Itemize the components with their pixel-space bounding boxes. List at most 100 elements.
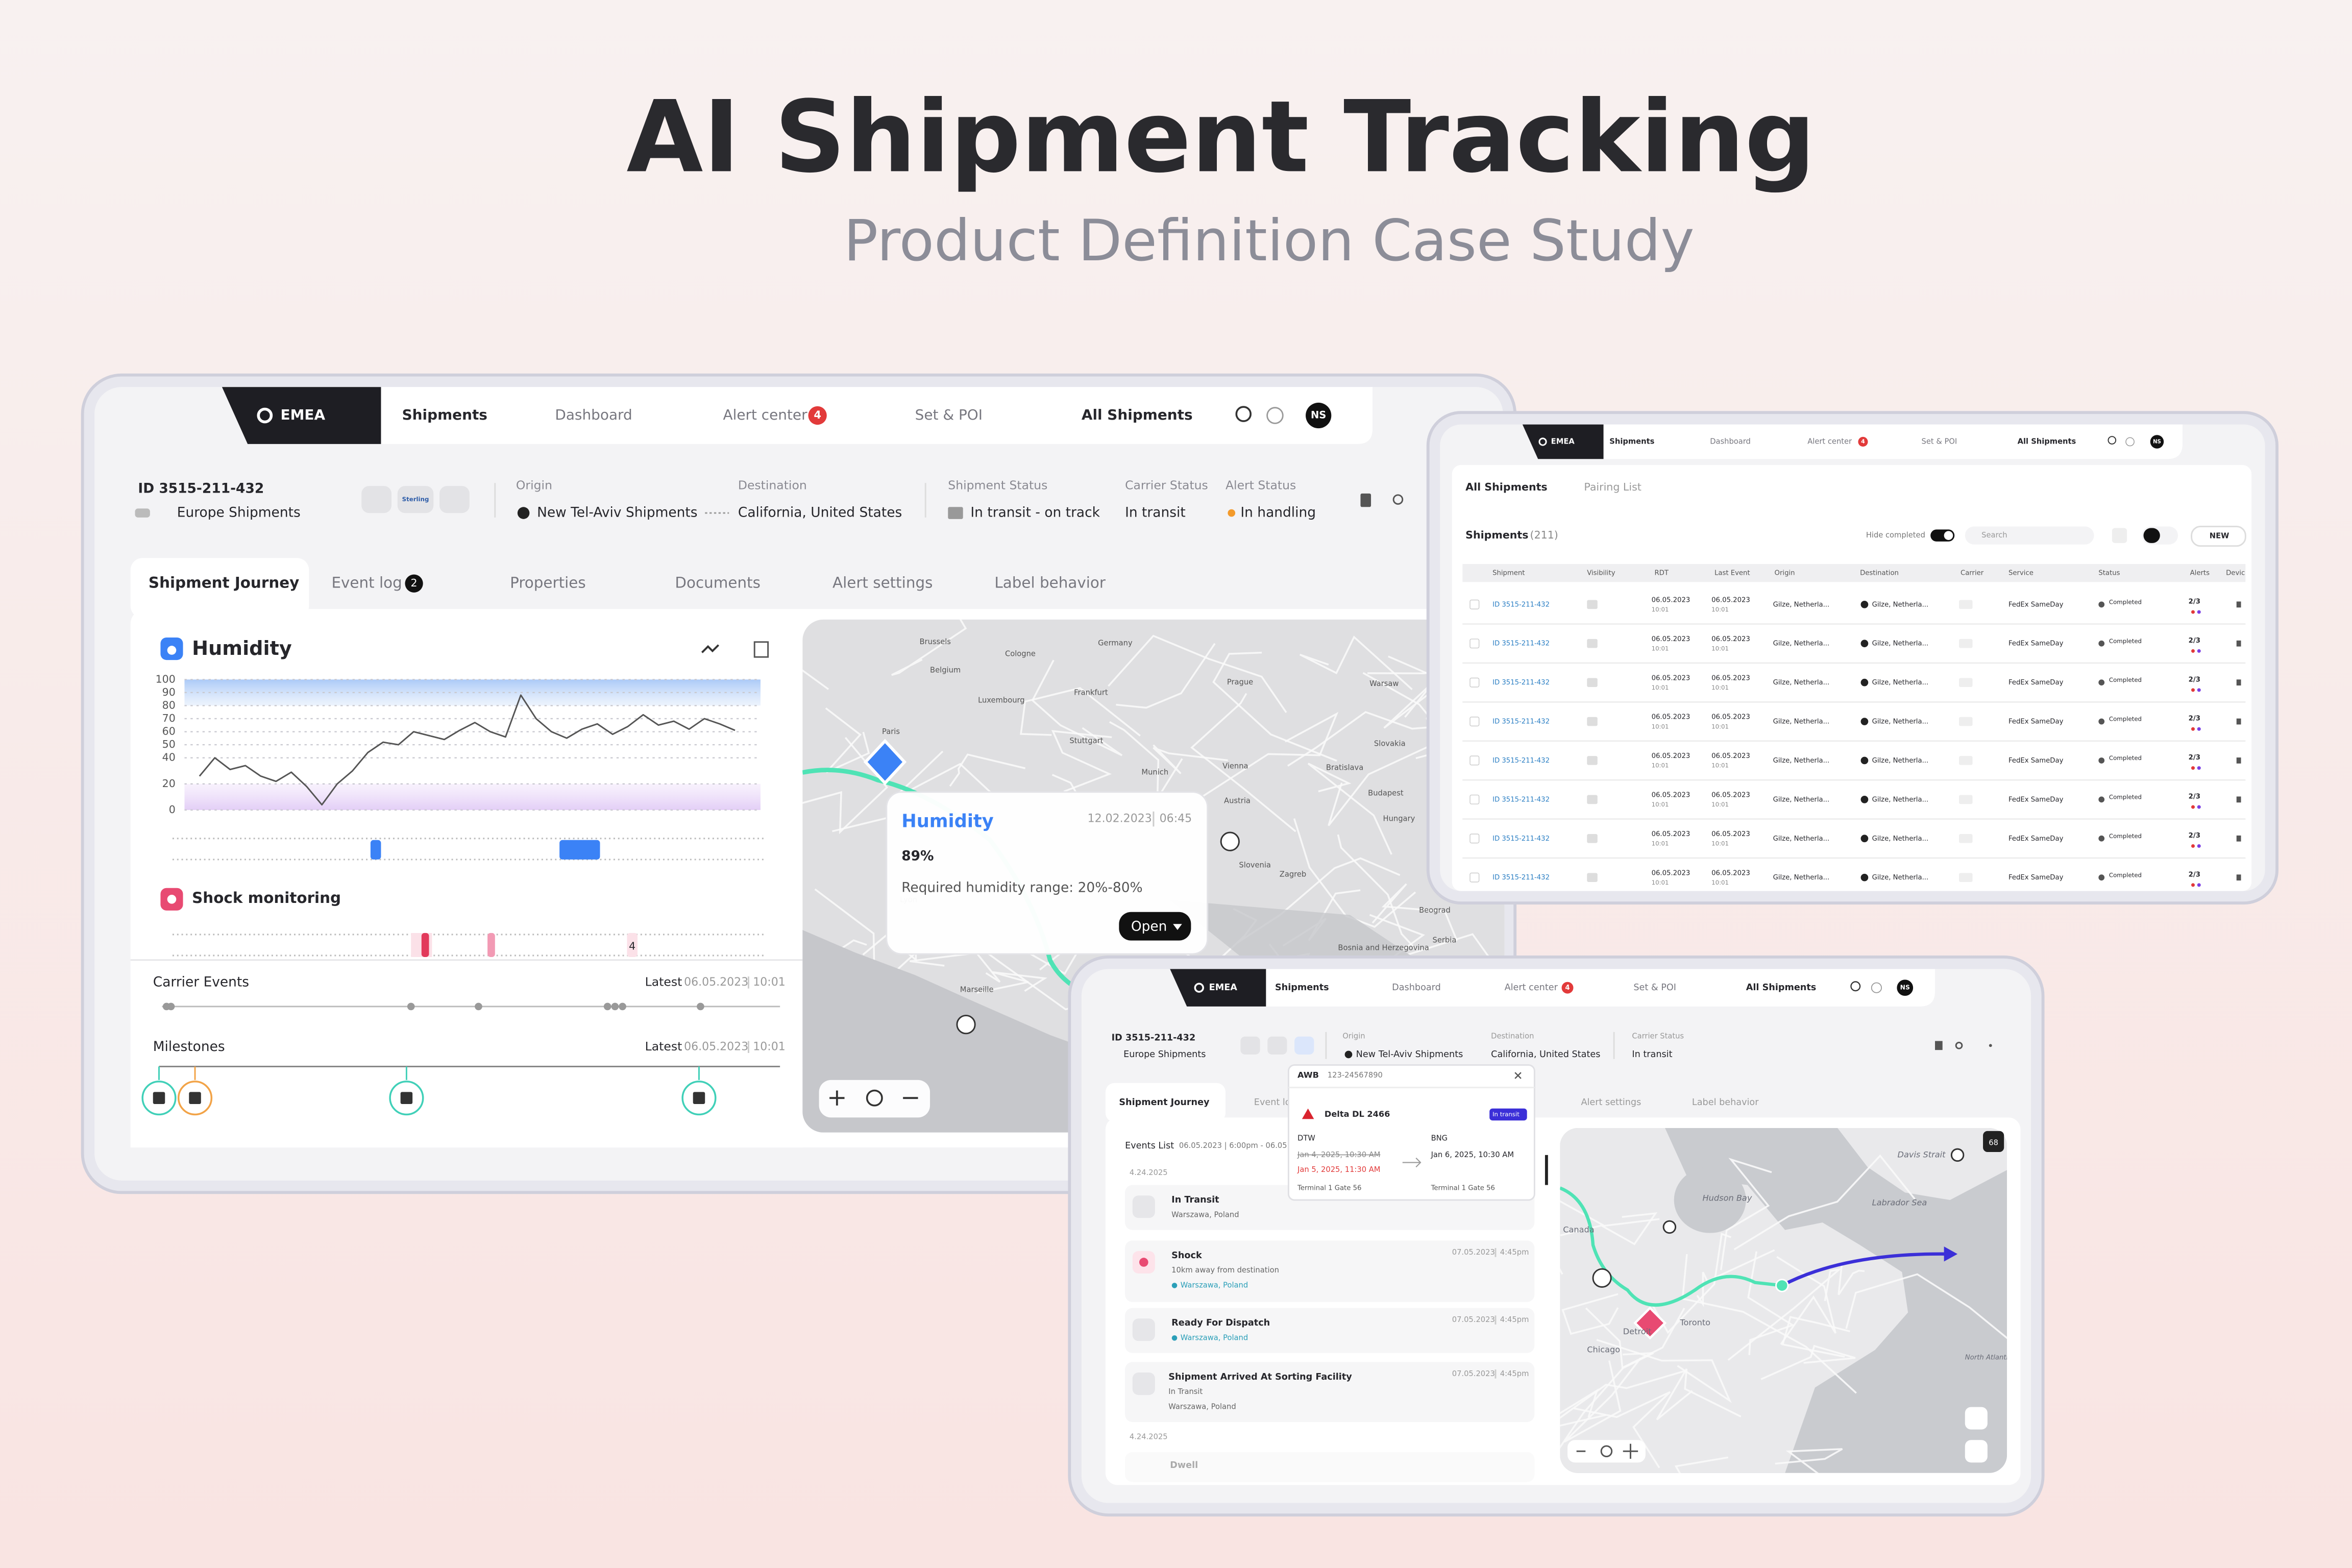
column-header[interactable]: Devic — [2226, 570, 2245, 577]
shipment-link[interactable]: ID 3515-211-432 — [1492, 679, 1550, 687]
destination: Gilze, Netherla... — [1872, 718, 1929, 726]
poi-marker — [1662, 1220, 1677, 1234]
region-selector[interactable]: EMEA — [281, 406, 326, 423]
shipment-link[interactable]: ID 3515-211-432 — [1492, 640, 1550, 648]
avatar — [2150, 435, 2164, 449]
nav-item[interactable]: Dashboard — [1710, 437, 1751, 446]
zoom-control — [819, 1080, 930, 1118]
menu-selector[interactable]: Shipments — [1609, 437, 1654, 446]
alert-dot — [1228, 509, 1236, 517]
avatar-initials[interactable]: NS — [1900, 984, 1910, 991]
close-icon — [1514, 1072, 1522, 1079]
shipment-link[interactable]: ID 3515-211-432 — [1492, 874, 1550, 881]
event-card — [1125, 1362, 1535, 1422]
new-button-label[interactable]: NEW — [2210, 532, 2230, 541]
nav-item[interactable]: Alert center — [1505, 983, 1558, 993]
menu-selector[interactable]: Shipments — [1275, 983, 1329, 993]
region-selector[interactable]: EMEA — [1551, 437, 1575, 446]
shipment-link[interactable]: ID 3515-211-432 — [1492, 757, 1550, 765]
service: FedEx SameDay — [2008, 601, 2064, 608]
fullscreen-button — [1965, 1407, 1988, 1430]
tab[interactable]: Label behavior — [994, 574, 1106, 592]
table-icon — [753, 641, 769, 658]
column-header[interactable]: Status — [2098, 570, 2120, 577]
shipment-link[interactable]: ID 3515-211-432 — [1492, 835, 1550, 843]
destination: Gilze, Netherla... — [1872, 757, 1929, 765]
nav-item[interactable]: All Shipments — [1082, 406, 1193, 423]
tab[interactable]: Properties — [510, 574, 585, 592]
rdt-time: 10:01 — [1652, 723, 1669, 730]
column-header[interactable]: Visibility — [1587, 570, 1615, 577]
status: Completed — [2109, 832, 2142, 840]
origin: Gilze, Netherla... — [1773, 601, 1830, 608]
milestone-icon — [153, 1092, 165, 1104]
y-tick-label: 90 — [162, 686, 176, 698]
avatar — [1306, 402, 1332, 429]
tab[interactable]: Alert settings — [832, 574, 933, 592]
avatar-initials[interactable]: NS — [1311, 409, 1326, 421]
nav-item[interactable]: Dashboard — [1392, 983, 1441, 993]
region-selector[interactable]: EMEA — [1209, 983, 1238, 993]
last-time: 10:01 — [1711, 645, 1729, 652]
field-value: In transit — [1632, 1049, 1672, 1060]
nav-item[interactable]: Set & POI — [915, 406, 983, 423]
nav-item[interactable]: Set & POI — [1922, 437, 1957, 446]
region-tab — [222, 387, 381, 444]
column-header[interactable]: Carrier — [1961, 570, 1984, 577]
tab[interactable]: Pairing List — [1584, 481, 1641, 493]
destination-icon — [1860, 796, 1869, 803]
nav-item[interactable]: All Shipments — [1746, 983, 1817, 993]
nav-item[interactable]: Dashboard — [555, 406, 632, 423]
open-button — [1119, 912, 1191, 941]
tab[interactable]: Alert settings — [1581, 1097, 1641, 1108]
event-detail: In Transit — [1168, 1387, 1203, 1396]
rdt-time: 10:01 — [1652, 606, 1669, 613]
event-place: Warszawa, Poland — [1181, 1333, 1248, 1342]
column-header[interactable]: Service — [2008, 570, 2033, 577]
more-icon — [1989, 1044, 1992, 1047]
tab[interactable]: Shipment Journey — [149, 574, 299, 592]
map-place: Canada — [1563, 1224, 1594, 1234]
carrier-logo — [1959, 756, 1973, 765]
map-road — [1727, 1268, 1843, 1361]
event-place: Warszawa, Poland — [1181, 1281, 1248, 1290]
tab[interactable]: Event log — [331, 574, 402, 592]
avatar-initials[interactable]: NS — [2153, 438, 2161, 445]
origin: Gilze, Netherla... — [1773, 718, 1830, 726]
tab[interactable]: Documents — [675, 574, 760, 592]
nav-item[interactable]: Alert center — [1807, 437, 1852, 446]
map-place: Marseille — [960, 986, 994, 994]
column-header[interactable]: RDT — [1654, 570, 1669, 577]
carrier-tag — [397, 486, 434, 513]
last-time: 10:01 — [1711, 840, 1729, 847]
alerts: 2/3 — [2189, 832, 2200, 840]
status-icon — [2098, 874, 2105, 881]
battery-icon — [135, 508, 150, 518]
column-header[interactable]: Alerts — [2190, 570, 2210, 577]
menu-selector[interactable]: Shipments — [402, 406, 487, 423]
tab[interactable]: Label behavior — [1692, 1097, 1759, 1108]
column-header[interactable]: Shipment — [1492, 570, 1525, 577]
last-date: 06.05.2023 — [1711, 792, 1750, 799]
tab[interactable]: All Shipments — [1465, 481, 1547, 493]
tab[interactable]: Shipment Journey — [1119, 1097, 1210, 1108]
event-detail: Warszawa, Poland — [1171, 1210, 1239, 1219]
shipment-link[interactable]: ID 3515-211-432 — [1492, 718, 1550, 726]
section-title: Carrier Events — [153, 974, 249, 990]
map-road — [1560, 1212, 1658, 1245]
map-road — [891, 619, 967, 676]
tab[interactable]: Event log — [1254, 1097, 1296, 1108]
last-time: 10:01 — [1711, 606, 1729, 613]
service: FedEx SameDay — [2008, 874, 2064, 881]
shipment-link[interactable]: ID 3515-211-432 — [1492, 601, 1550, 608]
open-button-label[interactable]: Open — [1131, 919, 1167, 935]
column-header[interactable]: Last Event — [1714, 570, 1750, 577]
column-header[interactable]: Destination — [1860, 570, 1899, 577]
nav-item[interactable]: All Shipments — [2018, 437, 2076, 446]
nav-item[interactable]: Set & POI — [1633, 983, 1676, 993]
chart-title: Humidity — [192, 638, 292, 660]
shipment-link[interactable]: ID 3515-211-432 — [1492, 796, 1550, 803]
nav-item[interactable]: Alert center — [723, 406, 807, 423]
column-header[interactable]: Origin — [1775, 570, 1795, 577]
rdt-time: 10:01 — [1652, 801, 1669, 808]
